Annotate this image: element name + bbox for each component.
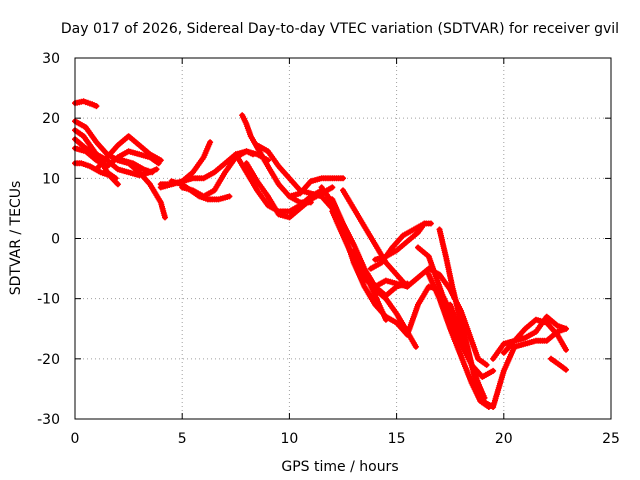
series-markers-sat-af bbox=[500, 313, 569, 356]
series-markers-sat-h bbox=[119, 157, 156, 176]
x-tick-label: 10 bbox=[280, 431, 298, 447]
x-axis-title: GPS time / hours bbox=[281, 459, 398, 475]
x-tick-label: 25 bbox=[602, 431, 620, 447]
series-markers-sat-g bbox=[93, 133, 164, 173]
y-tick-labels: -30 -20 -10 0 10 20 30 bbox=[37, 51, 60, 428]
y-tick-label: -20 bbox=[37, 352, 60, 368]
y-axis-title: SDTVAR / TECUs bbox=[8, 181, 24, 296]
x-tick-label: 5 bbox=[178, 431, 187, 447]
x-tick-label: 15 bbox=[388, 431, 406, 447]
series-markers-sat-q bbox=[286, 175, 346, 200]
y-tick-label: -30 bbox=[37, 412, 60, 428]
y-tick-label: 30 bbox=[42, 51, 60, 67]
x-tick-label: 0 bbox=[71, 431, 80, 447]
chart-title: Day 017 of 2026, Sidereal Day-to-day VTE… bbox=[61, 21, 619, 37]
series-markers-sat-ag bbox=[548, 355, 569, 373]
y-tick-label: 20 bbox=[42, 111, 60, 127]
series-markers-sat-ae bbox=[490, 316, 569, 362]
series-markers-sat-x bbox=[372, 220, 428, 263]
series-markers-sat-v bbox=[350, 247, 389, 323]
y-tick-label: -10 bbox=[37, 292, 60, 308]
series-markers-sat-s bbox=[329, 208, 419, 350]
y-tick-label: 0 bbox=[51, 232, 60, 248]
data-series-group bbox=[72, 98, 569, 410]
x-tick-labels: 0 5 10 15 20 25 bbox=[71, 431, 620, 447]
y-tick-label: 10 bbox=[42, 171, 60, 187]
x-tick-label: 20 bbox=[495, 431, 513, 447]
axis-ticks bbox=[74, 57, 612, 420]
series-markers-sat-ad bbox=[457, 319, 482, 395]
